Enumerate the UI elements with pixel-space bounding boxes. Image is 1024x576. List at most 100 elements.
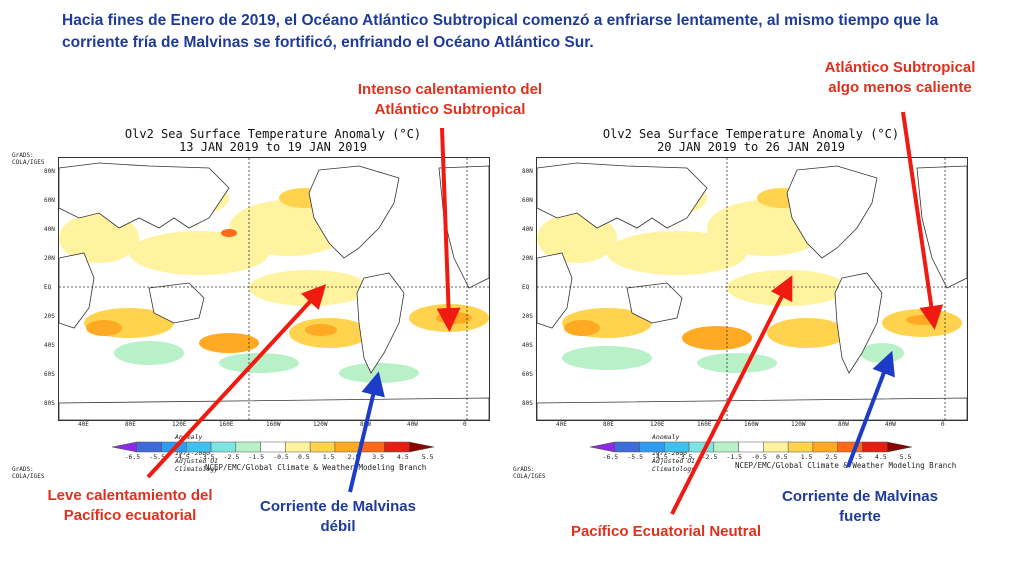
left-colorbar-swatch [384, 441, 410, 453]
right-colorbar-tick: 0.5 [775, 453, 788, 461]
right-colorbar-tick: -2.5 [701, 453, 718, 461]
right-colorbar-swatch [713, 441, 739, 453]
right-lon-160e: 160E [697, 421, 712, 428]
annotation-leve-line1: Leve calentamiento del [47, 487, 213, 504]
left-lat-60n: 60N [44, 197, 55, 204]
right-colorbar-tick: -6.5 [602, 453, 619, 461]
right-lat-20s: 20S [522, 313, 533, 320]
right-colorbar-tick: 4.5 [875, 453, 887, 461]
left-colorbar-swatch [285, 441, 311, 453]
right-lon-80w: 80W [838, 421, 849, 428]
left-colorbar-tick: -4.5 [174, 453, 190, 461]
left-colorbar-swatch [309, 441, 336, 453]
right-colorbar-tick: 2.5 [825, 453, 838, 461]
left-title-line1: Olv2 Sea Surface Temperature Anomaly (°C… [124, 127, 422, 141]
annotation-malvinas-fuerte: Corriente de Malvinas fuerte [760, 487, 960, 527]
left-colorbar-swatch [260, 441, 286, 453]
right-sst-map [536, 157, 968, 421]
right-lat-40n: 40N [522, 226, 533, 233]
left-colorbar-swatch [111, 441, 138, 453]
right-lat-80s: 80S [522, 400, 533, 407]
right-colorbar-swatch [886, 441, 913, 453]
left-credit: NCEP/EMC/Global Climate & Weather Modeli… [205, 463, 427, 472]
right-colorbar-swatch [862, 441, 888, 453]
right-colorbar-tick: -0.5 [751, 453, 767, 461]
left-colorbar-swatch [334, 441, 360, 453]
right-title-line2: 20 JAN 2019 to 26 JAN 2019 [657, 140, 845, 154]
left-colorbar-tick: -1.5 [248, 453, 265, 461]
left-grads-label: GrADS: COLA/IGES [12, 152, 45, 166]
annotation-algo-line1: Atlántico Subtropical [824, 59, 976, 76]
left-title-line2: 13 JAN 2019 to 19 JAN 2019 [179, 140, 367, 154]
left-lat-40s: 40S [44, 342, 55, 349]
left-grads-bottom: GrADS: COLA/IGES [12, 466, 45, 480]
right-lon-120w: 120W [791, 421, 806, 428]
left-colorbar-tick: 5.5 [421, 453, 434, 461]
left-colorbar-tick: -5.5 [149, 453, 165, 461]
left-lat-40n: 40N [44, 226, 55, 233]
right-colorbar-swatch [738, 441, 764, 453]
left-lat-80n: 80N [44, 168, 55, 175]
right-colorbar-swatch [763, 441, 789, 453]
annotation-malvinas-fuerte-line1: Corriente de Malvinas [782, 488, 938, 505]
annotation-intenso: Intenso calentamiento del Atlántico Subt… [330, 80, 570, 120]
right-colorbar-tick: -4.5 [652, 453, 668, 461]
right-colorbar-swatch [614, 441, 640, 453]
left-colorbar-swatch [359, 441, 385, 453]
right-colorbar-tick: 5.5 [899, 453, 912, 461]
annotation-algo-menos: Atlántico Subtropical algo menos calient… [790, 58, 1010, 98]
right-colorbar-tick: -3.5 [676, 453, 693, 461]
right-lon-40w: 40W [885, 421, 896, 428]
right-lon-120e: 120E [650, 421, 665, 428]
right-grads-bottom: GrADS: COLA/IGES [513, 466, 546, 480]
left-lon-0: 0 [463, 421, 467, 428]
right-lat-60s: 60S [522, 371, 533, 378]
right-lat-40s: 40S [522, 342, 533, 349]
left-lon-160e: 160E [219, 421, 234, 428]
left-lat-20n: 20N [44, 255, 55, 262]
left-lon-40e: 40E [78, 421, 89, 428]
right-lat-eq: EQ [522, 284, 530, 291]
left-colorbar-tick: 3.5 [372, 453, 385, 461]
right-title-line1: Olv2 Sea Surface Temperature Anomaly (°C… [602, 127, 900, 141]
right-colorbar-tick: 1.5 [800, 453, 813, 461]
left-lat-20s: 20S [44, 313, 55, 320]
right-lon-0: 0 [941, 421, 945, 428]
left-sst-map [58, 157, 490, 421]
left-colorbar-tick: -0.5 [273, 453, 289, 461]
annotation-intenso-line2: Atlántico Subtropical [374, 101, 526, 118]
left-colorbar-tick: -6.5 [124, 453, 141, 461]
left-lat-80s: 80S [44, 400, 55, 407]
right-colorbar-swatch [787, 441, 814, 453]
right-colorbar-tick: 3.5 [850, 453, 863, 461]
left-colorbar-tick: 4.5 [397, 453, 409, 461]
annotation-leve: Leve calentamiento del Pacífico ecuatori… [20, 486, 240, 526]
annotation-malvinas-debil: Corriente de Malvinas débil [238, 497, 438, 537]
right-colorbar-tick: -1.5 [726, 453, 743, 461]
right-lon-40e: 40E [556, 421, 567, 428]
right-lon-160w: 160W [744, 421, 759, 428]
left-colorbar-swatch [235, 441, 261, 453]
annotation-intenso-line1: Intenso calentamiento del [357, 81, 543, 98]
annotation-malvinas-fuerte-line2: fuerte [839, 508, 881, 525]
left-lon-80e: 80E [125, 421, 136, 428]
right-colorbar-swatch [837, 441, 863, 453]
left-colorbar-tick: 1.5 [322, 453, 335, 461]
left-lat-eq: EQ [44, 284, 52, 291]
left-lon-120e: 120E [172, 421, 187, 428]
right-map-graphic [537, 158, 967, 420]
left-lat-60s: 60S [44, 371, 55, 378]
right-colorbar-tick: -5.5 [627, 453, 643, 461]
left-map-graphic [59, 158, 489, 420]
right-colorbar-swatch [589, 441, 616, 453]
left-colorbar-tick: 2.5 [347, 453, 360, 461]
left-colorbar-tick: -3.5 [198, 453, 215, 461]
annotation-algo-line2: algo menos caliente [828, 79, 972, 96]
right-lat-20n: 20N [522, 255, 533, 262]
annotation-malvinas-debil-line1: Corriente de Malvinas [260, 498, 416, 515]
right-lat-60n: 60N [522, 197, 533, 204]
left-lon-40w: 40W [407, 421, 418, 428]
left-lon-80w: 80W [360, 421, 371, 428]
annotation-leve-line2: Pacífico ecuatorial [63, 507, 197, 524]
left-colorbar-swatch [136, 441, 162, 453]
